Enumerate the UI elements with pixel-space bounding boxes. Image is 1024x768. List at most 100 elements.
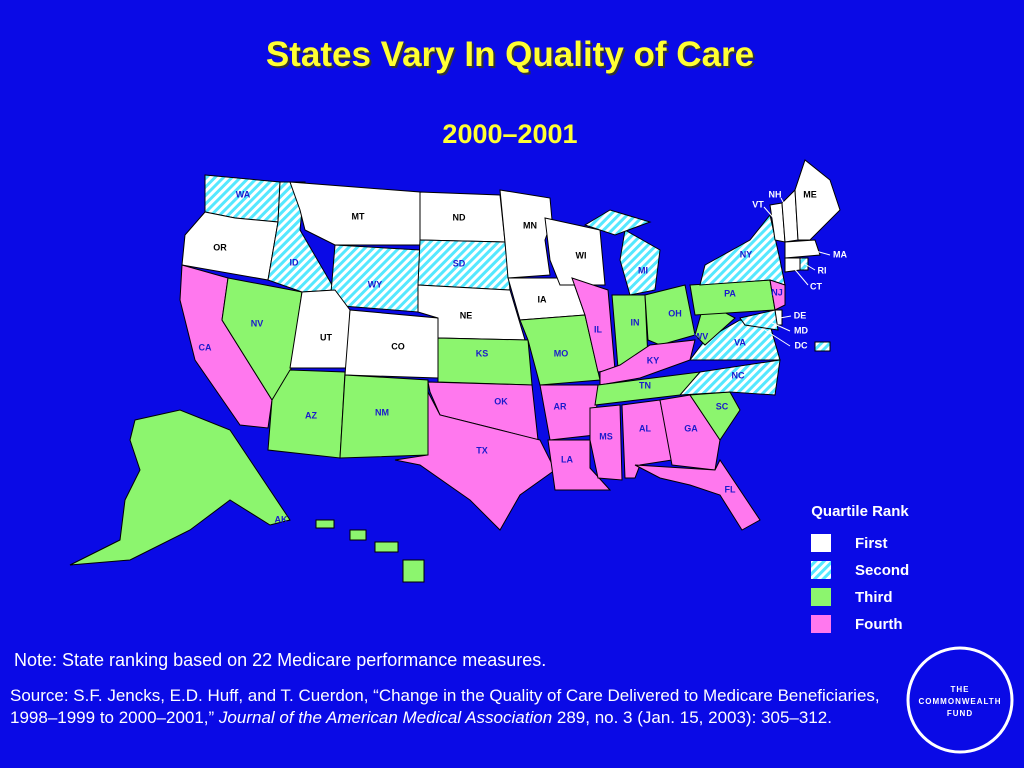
state [699,213,786,286]
state-label: FL [725,484,736,494]
callout-line [764,329,791,347]
logo: THE COMMONWEALTH FUND [919,685,1002,718]
state [394,391,556,531]
states: WA OR CA NV ID MT WY UT CO AZ NM ND SD NE KS OK TX MN IA MO… [69,159,847,583]
logo-text: FUND [947,709,973,718]
state-label: CT [810,281,822,291]
legend-swatch [811,615,831,633]
state-label: SC [716,401,729,411]
state-label: CO [391,341,405,351]
state-label: NC [732,370,745,380]
state [547,439,612,491]
legend-title: Quartile Rank [811,503,909,520]
legend-swatch [811,561,831,579]
state [739,309,779,331]
state-label: UT [320,332,332,342]
state-label: MD [794,325,808,335]
state-label: OK [494,396,508,406]
legend-label: First [855,535,888,552]
source-text: 289, no. 3 (Jan. 15, 2003): 305–312. [552,708,832,727]
state-label: NY [740,249,753,259]
logo-text: COMMONWEALTH [919,697,1002,706]
state-label: MS [599,431,613,441]
state [499,189,553,279]
title: States Vary In Quality of Care [266,35,754,74]
state [644,284,696,346]
state-label: TN [639,380,651,390]
state-label: IA [538,294,548,304]
state [267,369,346,459]
state [374,541,399,553]
state-label: OH [668,308,682,318]
source-journal: Journal of the American Medical Associat… [218,708,553,727]
state [659,394,721,471]
state [634,459,761,531]
callout-line [769,321,791,332]
state [349,529,367,541]
state-label: AL [639,423,651,433]
state-label: MI [638,265,648,275]
state-label: ND [453,212,466,222]
state [589,404,623,481]
state-label: MO [554,348,569,358]
legend-label: Fourth [855,616,902,633]
legend-label: Third [855,589,893,606]
state-label: MT [352,211,365,221]
callout-line [763,206,778,223]
state [315,519,335,529]
logo-text: THE [951,685,970,694]
state-label: LA [561,454,573,464]
state [437,337,533,386]
state [814,341,831,352]
callout-line [779,315,792,319]
state [784,257,801,273]
state-label: MN [523,220,537,230]
callout-line [811,249,831,256]
state-label: WA [236,189,251,199]
subtitle: 2000–2001 [442,119,577,149]
state-label: KY [647,355,660,365]
note: Note: State ranking based on 22 Medicare… [14,650,547,670]
state-label: AR [554,401,567,411]
title-shadow: States Vary In Quality of Care [268,37,756,76]
state-label: KS [476,348,489,358]
state [402,559,425,583]
state [539,384,599,441]
callout-line [780,197,791,216]
state-label: GA [684,423,698,433]
state-label: WV [694,331,709,341]
state-label: PA [724,288,736,298]
state-label: DE [794,310,807,320]
state-label: DC [795,340,808,350]
state [519,314,601,386]
logo-ring [906,646,1014,754]
legend: First Second Third Fourth [811,534,909,633]
legend-swatch [811,588,831,606]
state-label: WY [368,279,383,289]
state-label: AK [275,514,288,524]
state-label: OR [213,242,227,252]
state-label: RI [818,265,827,275]
source: Source: S.F. Jencks, E.D. Huff, and T. C… [10,685,890,729]
state-label: NJ [771,287,783,297]
state-label: ME [803,189,817,199]
state-label: NH [769,189,782,199]
state-label: ID [290,257,300,267]
state-label: AZ [305,410,317,420]
state-label: NV [251,318,264,328]
state-label: VT [752,199,764,209]
state [794,159,841,241]
state-label: TX [476,445,488,455]
state-label: VA [734,337,746,347]
state [678,359,781,396]
callout-line [791,265,809,286]
state [69,409,291,566]
state [784,239,821,259]
callout-line [804,263,816,271]
state-label: SD [453,258,466,268]
state-label: NE [460,310,473,320]
state [799,257,809,271]
state-label: WI [576,250,587,260]
